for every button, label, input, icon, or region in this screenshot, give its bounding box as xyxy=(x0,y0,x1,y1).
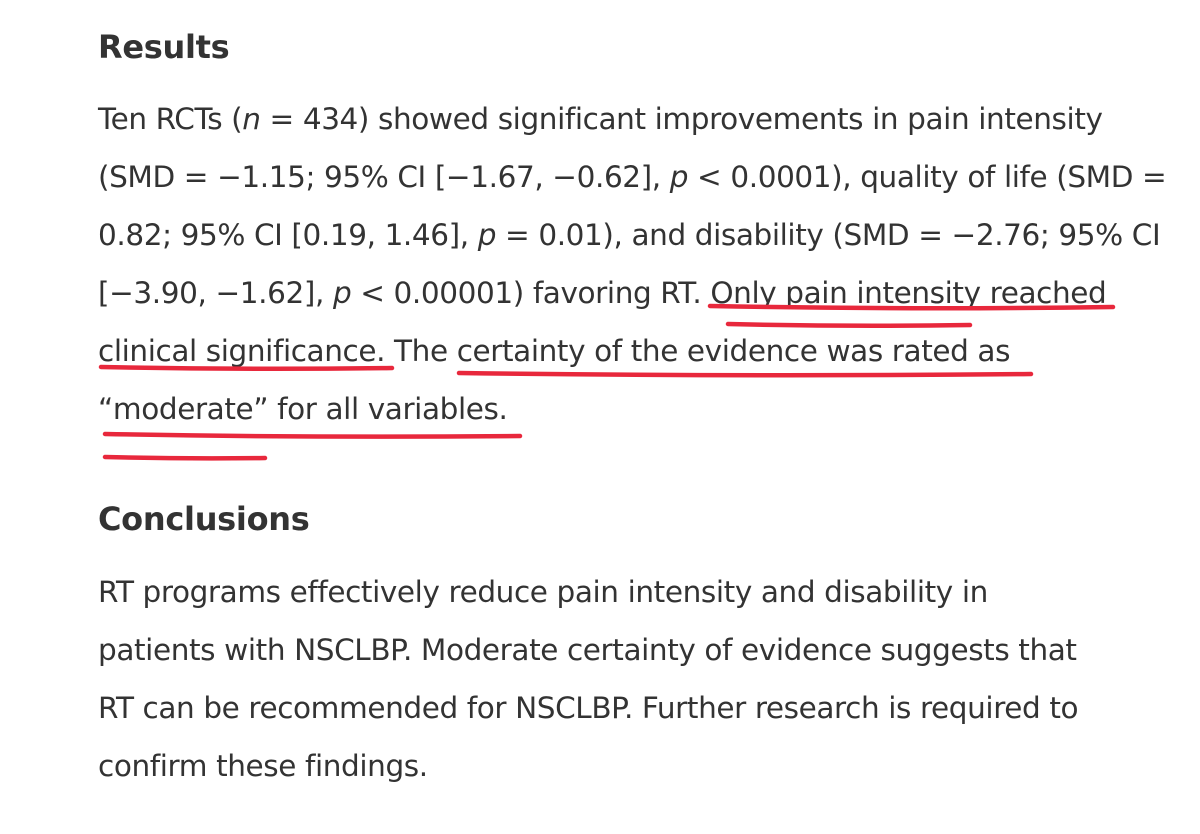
results-line-3: 0.82; 95% CI [0.19, 1.46], p = 0.01), an… xyxy=(98,218,1161,252)
conclusions-line-3: RT can be recommended for NSCLBP. Furthe… xyxy=(98,691,1079,725)
conclusions-heading: Conclusions xyxy=(98,500,310,538)
underline-moderate-extra xyxy=(102,454,268,461)
results-paragraph: Ten RCTs (n = 434) showed significant im… xyxy=(98,90,1178,438)
results-heading: Results xyxy=(98,28,230,66)
results-line-2: (SMD = −1.15; 95% CI [−1.67, −0.62], p <… xyxy=(98,160,1167,194)
conclusions-line-4: confirm these findings. xyxy=(98,749,428,783)
results-line-6: “moderate” for all variables. xyxy=(98,392,508,426)
results-line-5: clinical significance. The certainty of … xyxy=(98,334,1011,368)
results-line-4: [−3.90, −1.62], p < 0.00001) favoring RT… xyxy=(98,276,1107,310)
conclusions-paragraph: RT programs effectively reduce pain inte… xyxy=(98,563,1178,795)
conclusions-line-2: patients with NSCLBP. Moderate certainty… xyxy=(98,633,1077,667)
conclusions-line-1: RT programs effectively reduce pain inte… xyxy=(98,575,988,609)
results-line-1: Ten RCTs (n = 434) showed significant im… xyxy=(98,102,1103,136)
